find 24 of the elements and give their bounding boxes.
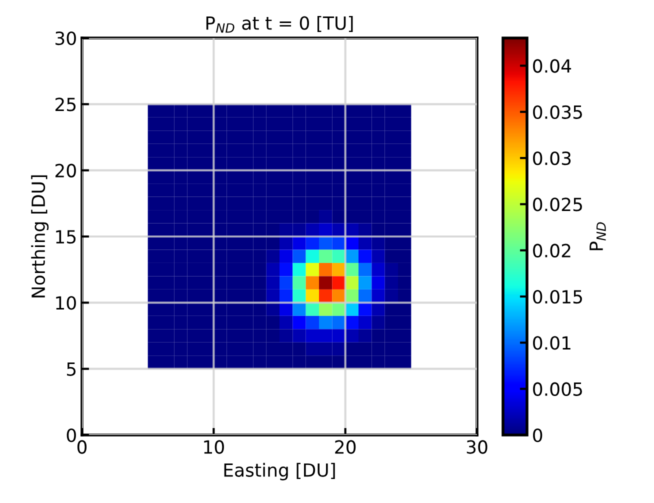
x-tick-label: 10 [204, 440, 224, 454]
x-tick-label: 30 [466, 440, 488, 454]
color-bar-label: 0.02 [533, 244, 570, 258]
x-tick-label: 20 [335, 440, 356, 454]
color-bar-label: 0 [533, 428, 542, 442]
y-tick-label: 20 [55, 164, 76, 178]
y-axis-title: Northing [DU] [31, 175, 49, 298]
y-tick-label: 25 [55, 98, 76, 112]
color-bar-label: 0.01 [533, 336, 570, 350]
x-tick-label: 0 [77, 440, 87, 454]
x-axis-title: Easting [DU] [224, 462, 335, 480]
y-tick-label: 10 [56, 296, 76, 310]
y-tick-label: 30 [56, 31, 76, 46]
chart-title: P$_{ND}$ at t = 0 [TU] [206, 16, 353, 33]
y-tick-label: 15 [56, 230, 76, 244]
color-bar-label: 0.025 [533, 198, 582, 212]
color-bar-label: 0.005 [533, 382, 582, 396]
color-bar-label: 0.04 [533, 59, 572, 73]
y-tick-label: 0 [66, 428, 76, 442]
color-bar-label: 0.03 [533, 151, 571, 166]
y-tick-label: 5 [67, 362, 76, 376]
color-bar-label: 0.015 [533, 290, 582, 304]
color-bar-label: 0.035 [533, 105, 582, 119]
color-bar-title: P$_{ND}$ [590, 222, 606, 250]
